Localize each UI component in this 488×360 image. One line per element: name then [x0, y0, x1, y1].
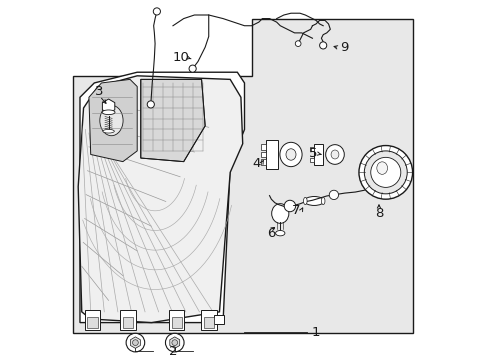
Polygon shape [141, 79, 205, 162]
Polygon shape [309, 147, 314, 151]
Text: 3: 3 [95, 85, 103, 98]
Circle shape [147, 101, 154, 108]
Polygon shape [80, 72, 244, 323]
Text: 9: 9 [339, 41, 347, 54]
Polygon shape [260, 144, 265, 150]
Text: 7: 7 [291, 204, 300, 217]
Bar [123, 317, 133, 328]
Bar [87, 317, 97, 328]
Circle shape [319, 42, 326, 49]
Bar [171, 317, 181, 328]
Ellipse shape [275, 230, 285, 236]
Circle shape [364, 151, 407, 194]
Ellipse shape [304, 197, 324, 206]
Polygon shape [102, 99, 115, 113]
Polygon shape [314, 144, 323, 165]
Circle shape [328, 190, 338, 199]
Text: 2: 2 [168, 345, 177, 358]
Polygon shape [309, 158, 314, 162]
Circle shape [358, 145, 412, 199]
Bar [214, 315, 224, 324]
Text: 1: 1 [311, 326, 320, 339]
Circle shape [132, 340, 138, 346]
Ellipse shape [303, 197, 306, 204]
Polygon shape [89, 79, 137, 162]
Bar [201, 310, 216, 330]
Circle shape [165, 333, 183, 352]
Bar [120, 310, 136, 330]
Text: 4: 4 [252, 157, 261, 170]
Text: 5: 5 [308, 147, 317, 160]
Circle shape [172, 340, 177, 346]
Bar [203, 317, 213, 328]
Ellipse shape [100, 105, 123, 136]
Text: 8: 8 [374, 207, 383, 220]
Ellipse shape [271, 204, 288, 223]
Ellipse shape [102, 130, 114, 133]
Polygon shape [260, 159, 265, 165]
Circle shape [295, 41, 301, 46]
Text: 10: 10 [172, 51, 189, 64]
Polygon shape [78, 76, 242, 323]
Circle shape [126, 333, 144, 352]
Circle shape [370, 157, 400, 188]
Circle shape [284, 200, 295, 212]
Polygon shape [73, 19, 412, 333]
Bar [168, 310, 184, 330]
Ellipse shape [321, 197, 325, 204]
Ellipse shape [102, 110, 115, 114]
Circle shape [189, 65, 196, 72]
Ellipse shape [325, 145, 344, 164]
Circle shape [153, 8, 160, 15]
Polygon shape [130, 337, 140, 348]
Ellipse shape [279, 142, 302, 167]
Text: 6: 6 [266, 227, 275, 240]
Polygon shape [260, 152, 265, 157]
Ellipse shape [285, 149, 295, 160]
Bar [84, 310, 100, 330]
Polygon shape [265, 140, 278, 169]
Ellipse shape [376, 162, 387, 174]
Ellipse shape [330, 150, 338, 159]
Polygon shape [169, 337, 180, 348]
